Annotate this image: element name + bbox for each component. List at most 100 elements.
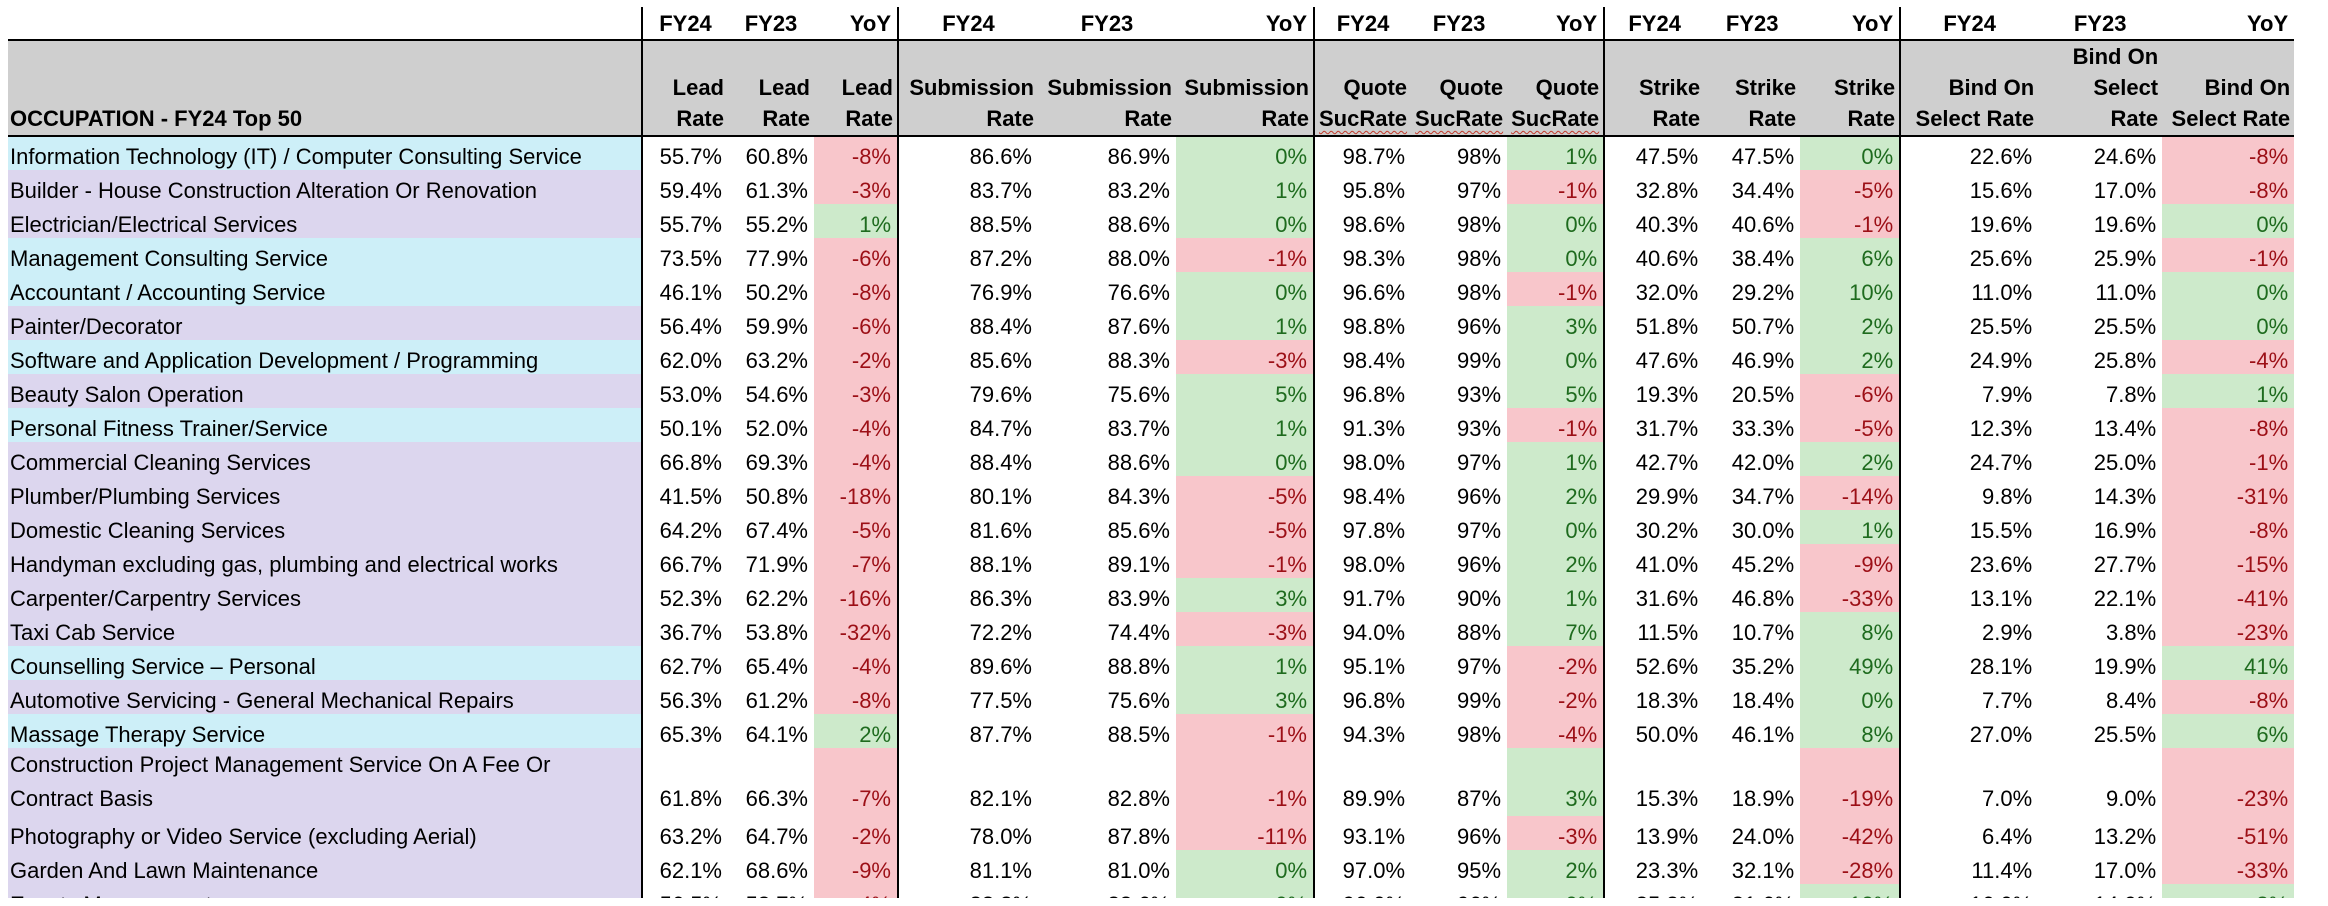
- rate-cell[interactable]: 51.8%: [1603, 306, 1705, 340]
- yoy-cell[interactable]: 1%: [814, 204, 898, 238]
- yoy-cell[interactable]: -33%: [2162, 850, 2295, 884]
- yoy-cell[interactable]: -6%: [814, 238, 898, 272]
- yoy-cell[interactable]: -4%: [2162, 340, 2295, 374]
- metric-header-cell[interactable]: Bind On Select Rate: [1899, 40, 2039, 136]
- rate-cell[interactable]: 7.0%: [1899, 748, 2039, 816]
- rate-cell[interactable]: 61.8%: [641, 748, 728, 816]
- rate-cell[interactable]: 75.6%: [1107, 688, 1170, 713]
- rate-cell[interactable]: 18.9%: [1731, 786, 1795, 811]
- rate-cell[interactable]: 24.9%: [1899, 340, 2039, 374]
- rate-cell[interactable]: 50.7%: [1731, 314, 1795, 339]
- yoy-cell[interactable]: 0%: [1176, 850, 1314, 884]
- rate-cell[interactable]: 15.5%: [1899, 510, 2039, 544]
- rate-cell[interactable]: 75.6%: [1107, 382, 1170, 407]
- occupation-cell[interactable]: Software and Application Development / P…: [8, 340, 642, 374]
- rate-cell[interactable]: 96%: [1457, 314, 1502, 339]
- yoy-cell[interactable]: -8%: [2162, 510, 2295, 544]
- rate-cell[interactable]: 99%: [1457, 688, 1502, 713]
- metric-header-cell[interactable]: Submission Rate: [897, 40, 1038, 136]
- yoy-cell[interactable]: -4%: [814, 442, 898, 476]
- yoy-cell[interactable]: 0%: [2162, 204, 2295, 238]
- rate-cell[interactable]: 60.8%: [745, 144, 808, 169]
- rate-cell[interactable]: 13.4%: [2093, 416, 2157, 441]
- metric-header-cell[interactable]: Submission Rate: [1176, 40, 1314, 136]
- rate-cell[interactable]: 88%: [1457, 620, 1502, 645]
- yoy-cell[interactable]: 3%: [1176, 680, 1314, 714]
- year-header-cell[interactable]: FY23: [1432, 11, 1486, 36]
- yoy-cell[interactable]: 5%: [1507, 374, 1605, 408]
- rate-cell[interactable]: 98.0%: [1312, 544, 1412, 578]
- rate-cell[interactable]: 61.3%: [745, 178, 808, 203]
- yoy-cell[interactable]: 49%: [1800, 646, 1901, 680]
- yoy-cell[interactable]: -5%: [814, 510, 898, 544]
- yoy-cell[interactable]: -1%: [1507, 272, 1605, 306]
- rate-cell[interactable]: 17.0%: [2093, 178, 2157, 203]
- yoy-cell[interactable]: 1%: [1176, 170, 1314, 204]
- rate-cell[interactable]: 88.0%: [1107, 246, 1170, 271]
- rate-cell[interactable]: 10.7%: [1731, 620, 1795, 645]
- metric-header-cell[interactable]: Bind On Select Rate: [2038, 40, 2163, 136]
- yoy-cell[interactable]: -8%: [2162, 170, 2295, 204]
- yoy-cell[interactable]: -23%: [2162, 612, 2295, 646]
- rate-cell[interactable]: 13.2%: [2093, 824, 2157, 849]
- rate-cell[interactable]: 32.8%: [1603, 170, 1705, 204]
- rate-cell[interactable]: 40.6%: [1603, 238, 1705, 272]
- rate-cell[interactable]: 33.3%: [1731, 416, 1795, 441]
- metric-header-cell[interactable]: Quote SucRate: [1507, 40, 1605, 136]
- yoy-cell[interactable]: -1%: [2162, 442, 2295, 476]
- rate-cell[interactable]: 68.6%: [745, 858, 808, 883]
- rate-cell[interactable]: 97.0%: [1312, 850, 1412, 884]
- rate-cell[interactable]: 64.2%: [641, 510, 728, 544]
- rate-cell[interactable]: 77.9%: [745, 246, 808, 271]
- rate-cell[interactable]: 71.9%: [745, 552, 808, 577]
- year-header-cell[interactable]: YoY: [1555, 11, 1598, 36]
- rate-cell[interactable]: 84.3%: [1107, 484, 1170, 509]
- yoy-cell[interactable]: 0%: [1176, 204, 1314, 238]
- rate-cell[interactable]: 65.3%: [641, 714, 728, 748]
- rate-cell[interactable]: 46.8%: [1731, 586, 1795, 611]
- rate-cell[interactable]: 25.8%: [2093, 348, 2157, 373]
- rate-cell[interactable]: 19.3%: [1603, 374, 1705, 408]
- rate-cell[interactable]: 62.0%: [641, 340, 728, 374]
- rate-cell[interactable]: 62.2%: [745, 586, 808, 611]
- rate-cell[interactable]: 74.4%: [1107, 620, 1170, 645]
- rate-cell[interactable]: 66.8%: [641, 442, 728, 476]
- yoy-cell[interactable]: -5%: [1176, 476, 1314, 510]
- yoy-cell[interactable]: -2%: [814, 340, 898, 374]
- yoy-cell[interactable]: 1%: [1176, 646, 1314, 680]
- yoy-cell[interactable]: 2%: [1800, 340, 1901, 374]
- yoy-cell[interactable]: -1%: [1176, 748, 1314, 816]
- rate-cell[interactable]: 66.3%: [745, 786, 808, 811]
- year-header-cell[interactable]: YoY: [1851, 11, 1894, 36]
- metric-header-cell[interactable]: Strike Rate: [1704, 40, 1801, 136]
- yoy-cell[interactable]: 6%: [2162, 714, 2295, 748]
- rate-cell[interactable]: 86.6%: [897, 136, 1038, 170]
- rate-cell[interactable]: 96%: [1457, 484, 1502, 509]
- rate-cell[interactable]: 90%: [1457, 586, 1502, 611]
- rate-cell[interactable]: 11.4%: [1899, 850, 2039, 884]
- rate-cell[interactable]: 73.5%: [641, 238, 728, 272]
- rate-cell[interactable]: 36.7%: [641, 612, 728, 646]
- rate-cell[interactable]: 38.4%: [1731, 246, 1795, 271]
- rate-cell[interactable]: 99%: [1457, 348, 1502, 373]
- rate-cell[interactable]: 88.4%: [897, 442, 1038, 476]
- rate-cell[interactable]: 7.8%: [2105, 382, 2157, 407]
- rate-cell[interactable]: 66.7%: [641, 544, 728, 578]
- yoy-cell[interactable]: 2%: [1800, 442, 1901, 476]
- rate-cell[interactable]: 32.0%: [1603, 272, 1705, 306]
- rate-cell[interactable]: 52.0%: [745, 416, 808, 441]
- yoy-cell[interactable]: -8%: [814, 272, 898, 306]
- year-header-cell[interactable]: FY23: [1725, 11, 1779, 36]
- yoy-cell[interactable]: 1%: [1507, 136, 1605, 170]
- yoy-cell[interactable]: -14%: [1800, 476, 1901, 510]
- rate-cell[interactable]: 94.3%: [1312, 714, 1412, 748]
- occupation-cell[interactable]: Plumber/Plumbing Services: [8, 476, 642, 510]
- rate-cell[interactable]: 88.6%: [1107, 212, 1170, 237]
- rate-cell[interactable]: 7.7%: [1899, 680, 2039, 714]
- yoy-cell[interactable]: 0%: [2162, 306, 2295, 340]
- yoy-cell[interactable]: 1%: [1176, 306, 1314, 340]
- yoy-cell[interactable]: -51%: [2162, 816, 2295, 850]
- year-header-cell[interactable]: FY24: [1312, 7, 1412, 40]
- rate-cell[interactable]: 55.7%: [641, 204, 728, 238]
- rate-cell[interactable]: 61.2%: [745, 688, 808, 713]
